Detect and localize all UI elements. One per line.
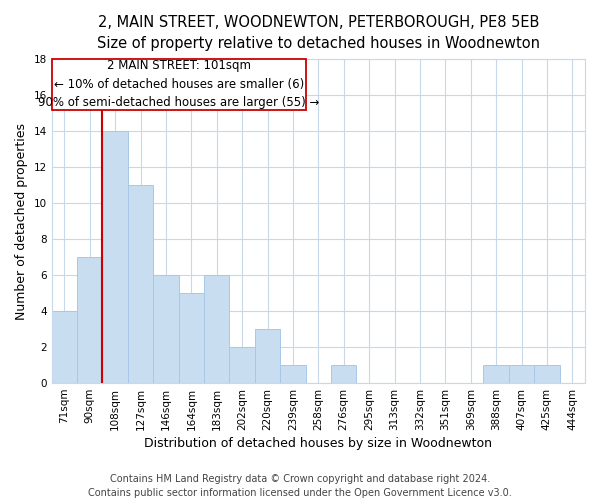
Bar <box>52 311 77 383</box>
Bar <box>255 329 280 383</box>
Bar <box>534 365 560 383</box>
Title: 2, MAIN STREET, WOODNEWTON, PETERBOROUGH, PE8 5EB
Size of property relative to d: 2, MAIN STREET, WOODNEWTON, PETERBOROUGH… <box>97 15 540 51</box>
Bar <box>153 275 179 383</box>
Bar <box>484 365 509 383</box>
Bar <box>280 365 305 383</box>
X-axis label: Distribution of detached houses by size in Woodnewton: Distribution of detached houses by size … <box>145 437 493 450</box>
FancyBboxPatch shape <box>52 59 305 110</box>
Bar <box>77 257 103 383</box>
Bar <box>179 293 204 383</box>
Bar <box>509 365 534 383</box>
Text: 2 MAIN STREET: 101sqm
← 10% of detached houses are smaller (6)
90% of semi-detac: 2 MAIN STREET: 101sqm ← 10% of detached … <box>38 60 319 110</box>
Bar <box>229 347 255 383</box>
Text: Contains HM Land Registry data © Crown copyright and database right 2024.
Contai: Contains HM Land Registry data © Crown c… <box>88 474 512 498</box>
Y-axis label: Number of detached properties: Number of detached properties <box>15 122 28 320</box>
Bar <box>331 365 356 383</box>
Bar <box>128 185 153 383</box>
Bar <box>204 275 229 383</box>
Bar <box>103 131 128 383</box>
